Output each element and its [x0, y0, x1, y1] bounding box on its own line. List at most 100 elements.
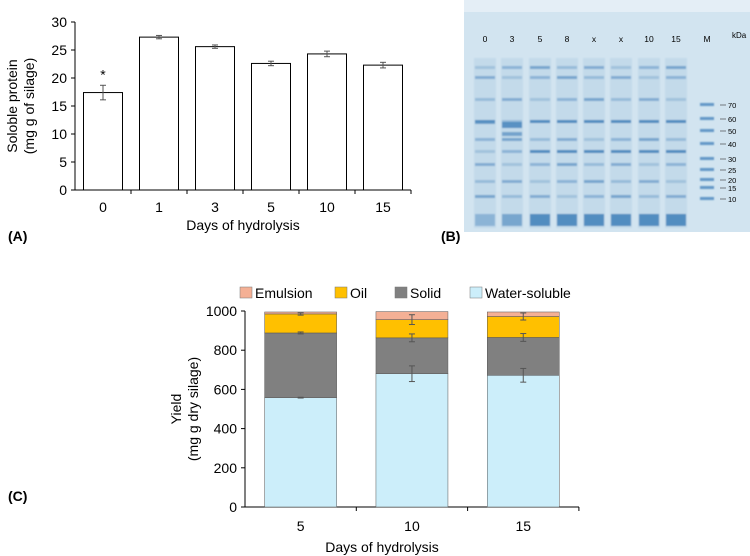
gel-marker-band — [700, 129, 714, 132]
gel-band — [584, 163, 604, 166]
gel-band — [639, 76, 659, 79]
gel-band — [639, 120, 659, 123]
gel-band — [530, 120, 550, 123]
gel-band — [502, 195, 522, 198]
gel-lane-smear — [610, 58, 632, 228]
gel-band — [639, 195, 659, 198]
gel-lane-smear — [501, 58, 523, 228]
gel-band — [475, 195, 495, 198]
y-tick-label: 800 — [214, 342, 238, 358]
gel-band — [557, 66, 577, 69]
gel-band — [611, 150, 631, 153]
x-tick-label: 5 — [267, 199, 275, 215]
y-tick-label: 400 — [214, 421, 238, 437]
gel-lane-label: x — [592, 34, 597, 44]
gel-marker-band — [700, 178, 714, 181]
gel-lane-smear — [665, 58, 687, 228]
legend-label-water-soluble: Water-soluble — [485, 285, 571, 301]
gel-band — [639, 180, 659, 183]
gel-band — [584, 195, 604, 198]
gel-band — [530, 163, 550, 166]
gel-band — [584, 138, 604, 141]
yield-stacked-bar-chart: Emulsion Oil Solid Water-soluble 0 200 400 600… — [168, 285, 580, 555]
gel-band — [611, 66, 631, 69]
gel-lane-smear — [583, 58, 605, 228]
gel-band — [666, 163, 686, 166]
gel-band — [557, 163, 577, 166]
gel-band — [502, 98, 522, 101]
gel-marker-band — [700, 186, 714, 189]
legend-swatch-water-soluble — [469, 286, 483, 299]
x-tick-label: 1 — [155, 199, 163, 215]
legend-swatch-oil — [334, 286, 348, 299]
gel-band — [502, 214, 522, 226]
y-tick-label: 0 — [59, 182, 67, 198]
panel-label-b: (B) — [441, 228, 461, 244]
x-tick-label: 15 — [375, 199, 391, 215]
gel-band — [530, 214, 550, 226]
y-axis-label: Soloble protein — [4, 59, 20, 152]
gel-band — [666, 150, 686, 153]
gel-marker-band — [700, 103, 714, 106]
gel-band — [611, 214, 631, 226]
legend-label-emulsion: Emulsion — [255, 285, 313, 301]
y-tick-label: 10 — [51, 126, 67, 142]
bar-day-15 — [363, 64, 403, 191]
gel-band — [502, 132, 522, 136]
gel-marker-band — [700, 142, 714, 145]
gel-band — [666, 98, 686, 101]
gel-lane-label: 0 — [483, 34, 488, 44]
gel-band — [475, 120, 495, 124]
gel-lane-smear — [474, 58, 496, 228]
gel-band — [666, 76, 686, 79]
gel-band — [530, 180, 550, 183]
gel-band — [584, 120, 604, 123]
soluble-protein-bar-chart: 0 5 10 15 20 25 30 0 1 3 5 10 15 * Days of hydrolys… — [4, 14, 412, 233]
gel-band — [584, 150, 604, 153]
legend-swatch-emulsion — [239, 286, 253, 299]
gel-band — [611, 120, 631, 123]
gel-lane-label: 10 — [644, 34, 654, 44]
bar-day-5 — [251, 62, 291, 191]
gel-band — [530, 138, 550, 141]
gel-lane-label: M — [703, 34, 710, 44]
gel-band — [666, 138, 686, 141]
gel-band — [530, 195, 550, 198]
gel-band — [530, 150, 550, 153]
gel-band — [639, 98, 659, 101]
y-tick-label: 200 — [214, 460, 238, 476]
gel-lane-smear — [556, 58, 578, 228]
annotation-asterisk: * — [100, 66, 106, 82]
gel-band — [611, 195, 631, 198]
bar-segment-oil-day-5 — [264, 313, 337, 334]
gel-band — [611, 163, 631, 166]
gel-band — [666, 66, 686, 69]
gel-marker-band — [700, 197, 714, 200]
gel-marker-size-label: 15 — [728, 184, 736, 193]
gel-band — [639, 150, 659, 153]
gel-band — [584, 214, 604, 226]
y-tick-label: 20 — [51, 70, 67, 86]
gel-band — [530, 98, 550, 101]
gel-band — [502, 150, 522, 153]
gel-lane-label: x — [619, 34, 624, 44]
gel-band — [530, 66, 550, 69]
gel-marker-size-label: 70 — [728, 101, 736, 110]
gel-band — [666, 180, 686, 183]
y-tick-label: 600 — [214, 381, 238, 397]
gel-marker-band — [700, 157, 714, 160]
gel-band — [584, 98, 604, 101]
gel-band — [502, 122, 522, 128]
gel-band — [502, 180, 522, 183]
gel-band — [639, 138, 659, 141]
gel-band — [557, 138, 577, 141]
x-axis-label: Days of hydrolysis — [186, 217, 300, 233]
gel-band — [475, 163, 495, 166]
gel-band — [475, 76, 495, 79]
gel-band — [530, 76, 550, 79]
bar-segment-water-soluble-day-5 — [264, 397, 337, 508]
gel-marker-size-label: 40 — [728, 140, 736, 149]
gel-band — [475, 138, 495, 141]
y-tick-label: 25 — [51, 42, 67, 58]
